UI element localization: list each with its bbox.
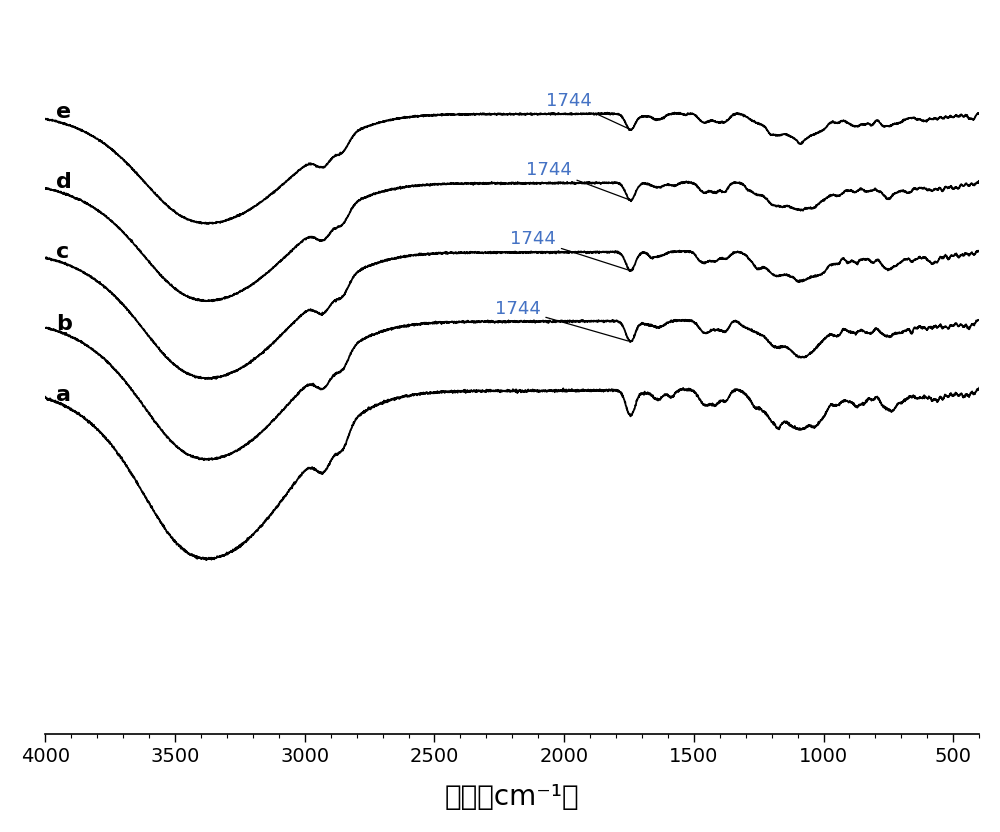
Text: a: a [56, 385, 71, 405]
Text: 1744: 1744 [546, 92, 628, 128]
Text: 1744: 1744 [510, 230, 628, 270]
Text: 1744: 1744 [495, 300, 628, 341]
X-axis label: 波数（cm⁻¹）: 波数（cm⁻¹） [445, 783, 580, 811]
Text: b: b [56, 314, 72, 334]
Text: d: d [56, 172, 72, 192]
Text: e: e [56, 102, 71, 122]
Text: 1744: 1744 [526, 161, 628, 199]
Text: c: c [56, 242, 69, 262]
